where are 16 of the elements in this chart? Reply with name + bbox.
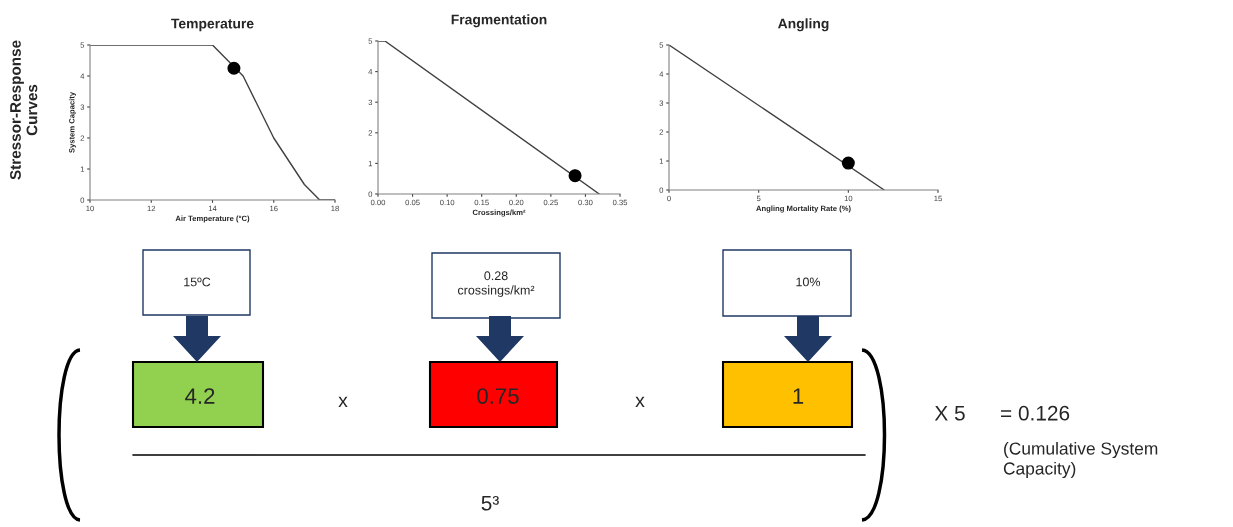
text: 1 (793, 388, 804, 404)
text: 10% (796, 277, 821, 287)
text: 4.2 (185, 388, 215, 404)
text: x (635, 396, 645, 408)
chart-title: Temperature (171, 18, 254, 32)
text: 15ºC (184, 277, 211, 287)
chart-title: Angling (778, 18, 829, 32)
text: X 5 (934, 406, 965, 421)
text: = 0.126 (1001, 405, 1070, 421)
text: 0.28 crossings/km² (457, 271, 535, 298)
text: x (338, 396, 348, 408)
text: 0.75 (477, 388, 519, 404)
text: 5³ (481, 495, 499, 511)
text: (Cumulative System Capacity) (1003, 441, 1158, 479)
chart-title: Fragmentation (451, 14, 547, 28)
text: Stressor-Response Curves (10, 40, 38, 180)
